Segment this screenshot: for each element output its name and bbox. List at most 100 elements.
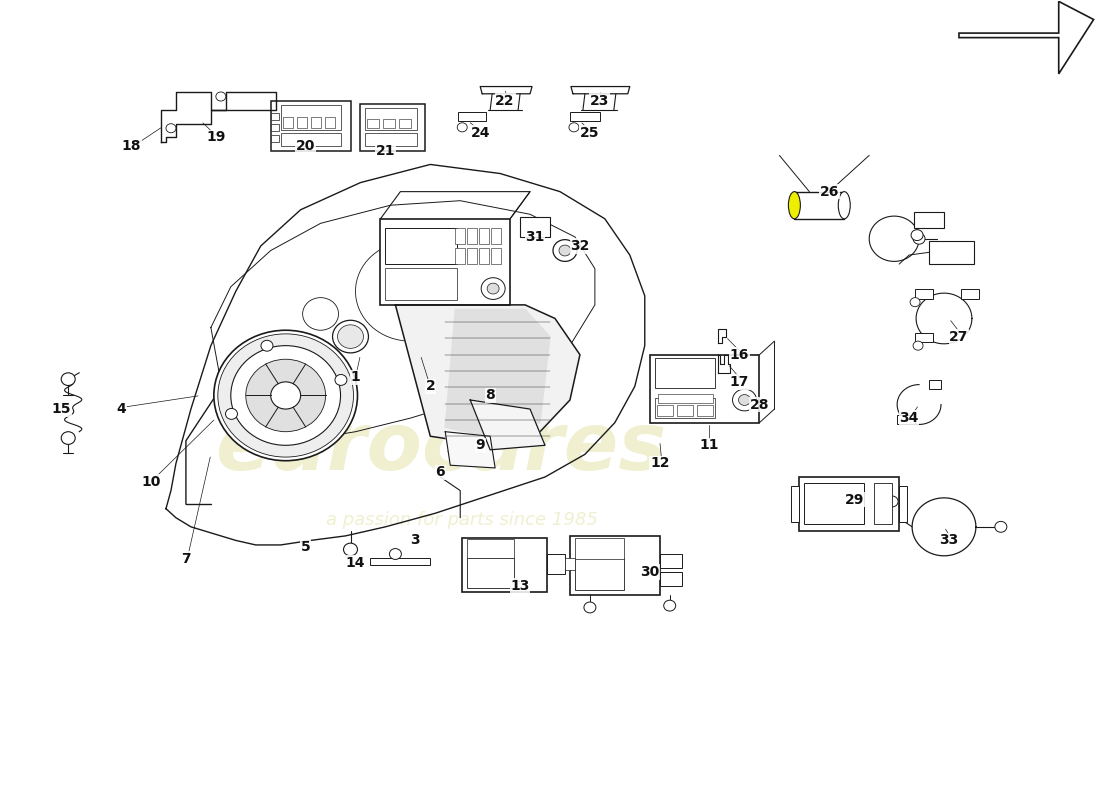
Text: 6: 6 (436, 466, 446, 479)
Polygon shape (161, 92, 276, 142)
Circle shape (213, 330, 358, 461)
Bar (271, 124, 278, 131)
Circle shape (584, 602, 596, 613)
Circle shape (663, 600, 675, 611)
Text: 11: 11 (700, 438, 719, 452)
Circle shape (62, 432, 75, 444)
Text: 13: 13 (510, 578, 530, 593)
Bar (385, 268, 456, 300)
Polygon shape (717, 330, 726, 343)
Circle shape (487, 283, 499, 294)
Circle shape (226, 409, 238, 419)
Circle shape (343, 543, 358, 556)
Text: 27: 27 (949, 330, 969, 343)
Bar (794, 192, 845, 219)
Bar (280, 105, 341, 130)
Bar (654, 358, 715, 388)
Text: a passion for parts since 1985: a passion for parts since 1985 (327, 510, 598, 529)
Bar (575, 558, 625, 590)
Bar (365, 108, 417, 130)
Text: 2: 2 (426, 379, 436, 394)
Circle shape (218, 334, 353, 457)
Text: 28: 28 (750, 398, 769, 411)
Bar (280, 133, 341, 146)
Bar (915, 333, 933, 342)
Text: 8: 8 (485, 389, 495, 402)
Text: 24: 24 (471, 126, 490, 140)
Circle shape (913, 234, 925, 244)
Bar (480, 248, 490, 264)
Circle shape (336, 374, 346, 386)
Circle shape (245, 359, 326, 432)
Ellipse shape (789, 192, 801, 219)
Circle shape (261, 340, 273, 351)
Bar (930, 242, 974, 264)
Polygon shape (446, 432, 495, 468)
Bar (367, 119, 380, 128)
Bar (371, 558, 430, 565)
Text: 4: 4 (117, 402, 126, 416)
Bar (297, 118, 307, 128)
Text: 29: 29 (845, 493, 864, 506)
Bar (365, 133, 417, 146)
Circle shape (355, 242, 465, 341)
Text: 17: 17 (729, 375, 749, 389)
Text: 1: 1 (351, 370, 361, 384)
Text: 20: 20 (296, 139, 316, 154)
Circle shape (559, 245, 571, 256)
Bar (676, 406, 693, 416)
Bar (657, 406, 673, 416)
Bar (660, 554, 682, 567)
Bar (399, 119, 411, 128)
Bar (361, 104, 426, 151)
Text: 15: 15 (52, 402, 72, 416)
Circle shape (733, 389, 757, 411)
Bar (384, 119, 395, 128)
Circle shape (887, 496, 898, 507)
Circle shape (569, 122, 579, 132)
Circle shape (62, 373, 75, 386)
Text: 5: 5 (300, 540, 310, 554)
Text: 26: 26 (820, 185, 839, 198)
Polygon shape (446, 310, 550, 436)
Bar (914, 211, 944, 228)
Bar (800, 477, 899, 531)
Bar (658, 394, 713, 402)
Bar (462, 538, 547, 592)
Text: 19: 19 (206, 130, 225, 144)
Text: 3: 3 (410, 534, 420, 547)
Bar (491, 228, 502, 244)
Bar (468, 558, 514, 587)
Text: 23: 23 (591, 94, 609, 108)
Polygon shape (470, 400, 544, 450)
Bar (459, 112, 486, 121)
Bar (650, 354, 759, 422)
Bar (575, 538, 625, 558)
Bar (468, 248, 477, 264)
Ellipse shape (838, 192, 850, 219)
Bar (520, 217, 550, 237)
Bar (874, 483, 892, 524)
Text: 7: 7 (182, 551, 190, 566)
Bar (547, 554, 565, 574)
Bar (660, 572, 682, 586)
Text: 25: 25 (580, 126, 600, 140)
Polygon shape (959, 2, 1093, 74)
Text: 18: 18 (121, 139, 141, 154)
Text: 12: 12 (650, 457, 670, 470)
Text: 14: 14 (345, 556, 365, 570)
Text: 33: 33 (939, 534, 958, 547)
Circle shape (458, 122, 468, 132)
Bar (791, 486, 800, 522)
Text: 21: 21 (376, 144, 395, 158)
Circle shape (738, 394, 750, 406)
Bar (930, 380, 940, 389)
Circle shape (913, 341, 923, 350)
Bar (804, 483, 865, 524)
Circle shape (216, 92, 225, 101)
Circle shape (166, 124, 176, 133)
Bar (654, 398, 715, 418)
Text: eurocares: eurocares (214, 409, 666, 487)
Bar (283, 118, 293, 128)
Text: 32: 32 (570, 239, 590, 253)
